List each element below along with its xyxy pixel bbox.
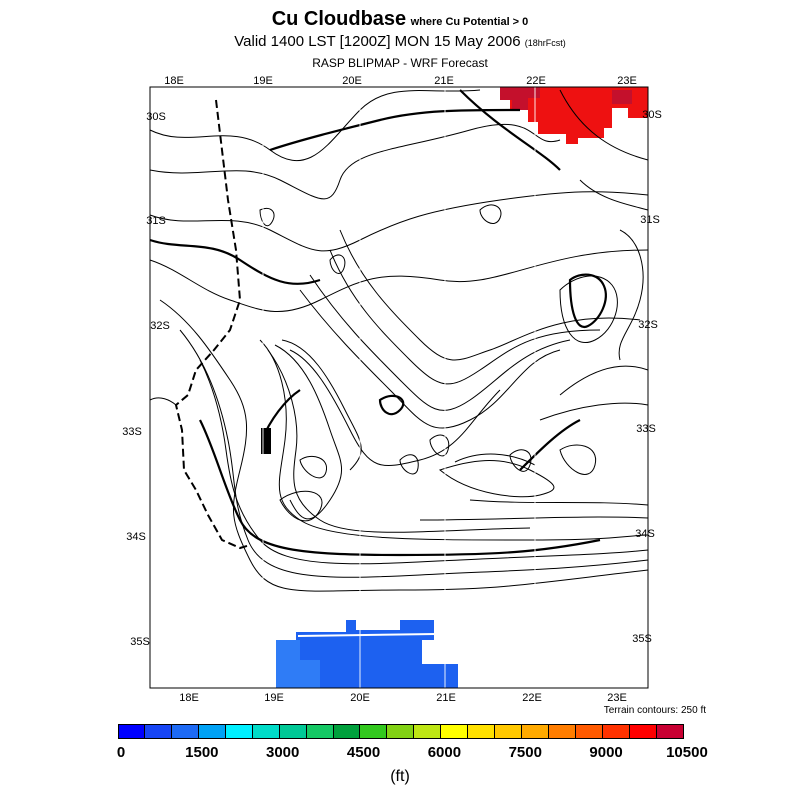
title-main: Cu Cloudbase: [271, 8, 407, 30]
colorbar-cell: [279, 724, 307, 739]
colorbar-cell: [441, 724, 469, 739]
map-frame: [149, 86, 649, 689]
lat-label-left-32s: 32S: [150, 320, 170, 332]
lon-label-bottom-22e: 22E: [522, 692, 542, 704]
region-south-blue: [276, 620, 458, 688]
lon-label-bottom-21e: 21E: [436, 692, 456, 704]
colorbar-cell: [306, 724, 334, 739]
lon-label-top-18e: 18E: [164, 75, 184, 87]
colorbar-cell: [171, 724, 199, 739]
colorbar-cell: [602, 724, 630, 739]
contour-lines-bold: [149, 89, 607, 557]
contour-lines: [149, 89, 649, 592]
lat-lon-grid: [262, 87, 536, 688]
valid-time: Valid 1400 LST [1200Z] MON 15 May 2006: [234, 33, 521, 50]
lon-label-bottom-19e: 19E: [264, 692, 284, 704]
colorbar-labels: 0 1500 3000 4500 6000 7500 9000 10500: [0, 744, 800, 764]
colorbar-cell: [495, 724, 523, 739]
colorbar-cell: [629, 724, 657, 739]
chart-title: Cu Cloudbase where Cu Potential > 0: [0, 8, 800, 31]
colorbar-cell: [333, 724, 361, 739]
lon-label-bottom-20e: 20E: [350, 692, 370, 704]
lat-label-right-33s: 33S: [636, 423, 656, 435]
lat-label-right-35s: 35S: [632, 633, 652, 645]
lon-label-top-23e: 23E: [617, 75, 637, 87]
lat-label-right-32s: 32S: [638, 319, 658, 331]
colorbar-label: 3000: [266, 744, 300, 761]
lat-label-right-30s: 30S: [642, 109, 662, 121]
colorbar-cell: [575, 724, 603, 739]
lon-label-bottom-23e: 23E: [607, 692, 627, 704]
colorbar-label: 1500: [185, 744, 219, 761]
colorbar-label: 4500: [346, 744, 381, 761]
lat-label-right-31s: 31S: [640, 214, 660, 226]
lat-label-left-30s: 30S: [146, 111, 166, 123]
colorbar-cell: [198, 724, 226, 739]
lon-label-bottom-18e: 18E: [179, 692, 199, 704]
colorbar-label: 10500: [666, 744, 708, 761]
colorbar-units: (ft): [390, 768, 410, 785]
colorbar-cell: [468, 724, 496, 739]
colorbar-cell: [360, 724, 388, 739]
colorbar-cell: [522, 724, 549, 739]
colorbar-cell: [414, 724, 442, 739]
terrain-contour-note: Terrain contours: 250 ft: [603, 705, 706, 716]
colorbar-label: 7500: [508, 744, 542, 761]
lat-label-left-31s: 31S: [146, 215, 166, 227]
colorbar-cell: [118, 724, 145, 739]
colorbar-label: 6000: [427, 744, 462, 761]
lon-label-top-20e: 20E: [342, 75, 362, 87]
lon-label-top-19e: 19E: [253, 75, 273, 87]
lat-label-left-35s: 35S: [130, 636, 150, 648]
colorbar-label: 0: [116, 744, 126, 761]
colorbar-label: 9000: [589, 744, 623, 761]
region-northeast-red: [500, 87, 648, 144]
forecast-hour: (18hrFcst): [524, 38, 566, 48]
colorbar-cell: [144, 724, 172, 739]
title-qualifier: where Cu Potential > 0: [410, 16, 529, 28]
lat-label-left-33s: 33S: [122, 426, 142, 438]
colorbar: [118, 724, 684, 739]
model-name: RASP BLIPMAP - WRF Forecast: [312, 56, 488, 70]
dense-contour-block: [261, 428, 271, 454]
colorbar-cell: [549, 724, 576, 739]
lat-label-left-34s: 34S: [126, 531, 146, 543]
lat-label-right-34s: 34S: [635, 528, 655, 540]
colorbar-cell: [252, 724, 280, 739]
lon-label-top-21e: 21E: [434, 75, 454, 87]
colorbar-cell: [225, 724, 253, 739]
colorbar-cell: [656, 724, 684, 739]
colorbar-cell: [387, 724, 415, 739]
coastline: [174, 99, 251, 550]
valid-time-line: Valid 1400 LST [1200Z] MON 15 May 2006 (…: [0, 33, 800, 50]
lon-label-top-22e: 22E: [526, 75, 546, 87]
